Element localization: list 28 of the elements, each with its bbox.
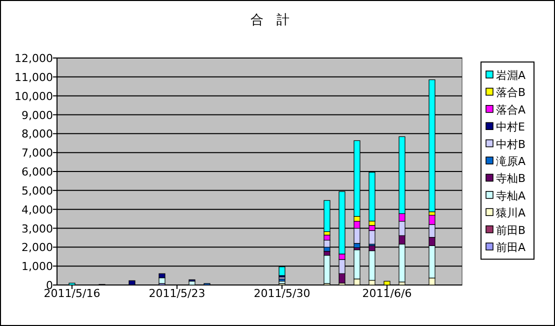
y-tick-label: 5,000 [22,184,53,198]
legend-label: 寺杣A [496,189,526,202]
legend-label: 落合A [496,103,526,116]
y-tick-label: 9,000 [22,108,53,122]
legend-label: 前田B [496,224,526,237]
bar [158,278,166,284]
y-tick-label: 12,000 [14,52,53,65]
y-tick-label: 4,000 [22,203,53,216]
y-tick-label: 11,000 [14,70,53,84]
legend-label: 猿川A [496,206,526,220]
y-tick-label: 2,000 [22,241,53,254]
y-tick-label: 1,000 [22,260,53,274]
legend-label: 滝原A [496,155,526,168]
y-tick-label: 3,000 [22,222,53,236]
x-tick-label: 2011/5/23 [148,287,206,300]
x-tick-label: 2011/6/6 [362,287,412,300]
y-tick-label: 6,000 [22,166,53,178]
y-tick-label: 10,000 [14,90,53,103]
legend-label: 落合B [496,86,526,100]
legend-label: 中村E [496,120,525,134]
x-tick-label: 2011/5/30 [254,287,310,300]
legend-label: 前田A [496,241,526,254]
y-tick-label: 8,000 [22,128,53,141]
legend-label: 寺杣B [496,172,526,186]
chart-title: 合 計 [250,13,290,28]
legend-label: 岩淵A [496,69,526,82]
y-tick-label: 7,000 [22,146,53,160]
legend-label: 中村B [496,138,526,151]
